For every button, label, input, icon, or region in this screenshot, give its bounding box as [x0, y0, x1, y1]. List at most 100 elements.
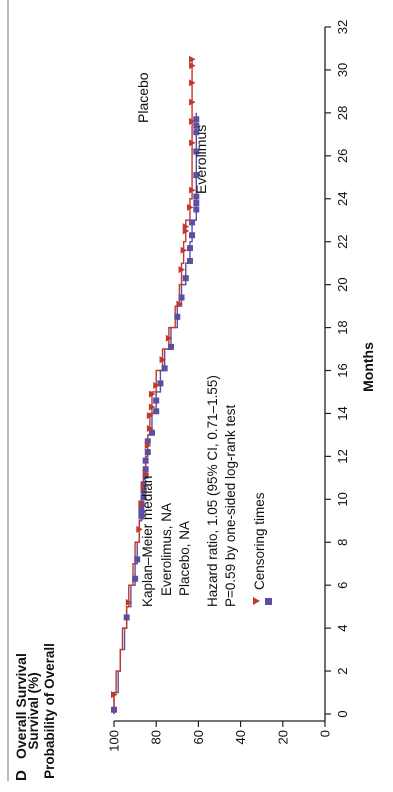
- x-tick-label: 24: [335, 192, 350, 206]
- censor-triangle-placebo: [189, 55, 196, 63]
- x-tick-label: 10: [335, 492, 350, 506]
- censor-triangle-placebo: [176, 300, 183, 308]
- censor-triangle-placebo: [144, 442, 152, 450]
- censor-triangle-placebo: [189, 98, 196, 106]
- legend-square-icon: [265, 598, 272, 605]
- y-tick-label: 0: [318, 730, 333, 737]
- y-tick-label: 80: [149, 730, 164, 744]
- censor-square-everolimus: [189, 219, 196, 226]
- censor-triangle-placebo: [186, 203, 194, 211]
- censor-triangle-placebo: [138, 500, 145, 508]
- censor-square-everolimus: [193, 122, 200, 129]
- censor-triangle-placebo: [182, 223, 190, 231]
- x-tick-label: 22: [335, 234, 350, 248]
- y-axis-label-line-1: Probability of Overall: [42, 643, 57, 779]
- censor-square-everolimus: [193, 206, 200, 213]
- censor-square-everolimus: [186, 258, 193, 265]
- censor-markers: [111, 55, 200, 713]
- annotation-hazard-ratio: Hazard ratio, 1.05 (95% CI, 0.71–1.55): [205, 375, 220, 607]
- x-tick-label: 28: [335, 106, 350, 120]
- censor-triangle-placebo: [180, 246, 188, 254]
- x-tick-label: 32: [335, 20, 350, 34]
- censor-triangle-placebo: [125, 598, 133, 606]
- censor-triangle-placebo: [148, 403, 156, 411]
- censor-square-everolimus: [193, 129, 200, 136]
- censor-square-everolimus: [144, 449, 151, 456]
- censor-square-everolimus: [193, 116, 200, 123]
- censor-square-everolimus: [142, 466, 149, 473]
- x-tick-label: 16: [335, 363, 350, 377]
- censor-square-everolimus: [123, 614, 130, 621]
- censor-triangle-placebo: [142, 470, 150, 478]
- censor-square-everolimus: [144, 438, 151, 445]
- annotation-median-placebo: Placebo, NA: [177, 521, 192, 596]
- censor-triangle-placebo: [140, 482, 148, 490]
- y-tick-label: 100: [107, 730, 122, 752]
- censor-triangle-placebo: [111, 691, 118, 699]
- panel-letter: D: [13, 770, 30, 781]
- censor-square-everolimus: [167, 343, 174, 350]
- x-tick-label: 30: [335, 63, 350, 77]
- censor-triangle-placebo: [165, 334, 173, 342]
- panel-title: Overall Survival: [13, 653, 29, 759]
- x-tick-label: 4: [335, 625, 350, 632]
- censor-triangle-placebo: [189, 79, 196, 87]
- censor-square-everolimus: [193, 193, 200, 200]
- censor-triangle-placebo: [148, 390, 156, 398]
- x-tick-label: 12: [335, 449, 350, 463]
- censor-triangle-placebo: [178, 266, 186, 274]
- x-tick-label: 20: [335, 277, 350, 291]
- censor-square-everolimus: [193, 148, 200, 155]
- censor-square-everolimus: [140, 494, 147, 501]
- censor-square-everolimus: [182, 275, 189, 282]
- censor-square-everolimus: [174, 313, 181, 320]
- censor-square-everolimus: [189, 232, 196, 239]
- censor-square-everolimus: [186, 245, 193, 252]
- y-tick-label: 20: [275, 730, 290, 744]
- x-tick-label: 0: [335, 710, 350, 717]
- x-axis-label: Months: [360, 342, 376, 392]
- censor-triangle-placebo: [189, 117, 196, 125]
- censor-square-everolimus: [193, 200, 200, 207]
- censor-square-everolimus: [132, 575, 139, 582]
- x-tick-label: 8: [335, 539, 350, 546]
- y-tick-label: 60: [191, 730, 206, 744]
- legend-censoring: Censoring times: [252, 492, 272, 605]
- censor-triangle-placebo: [146, 424, 154, 432]
- censor-square-everolimus: [161, 365, 168, 372]
- series-label-placebo: Placebo: [135, 72, 151, 123]
- censor-triangle-placebo: [146, 412, 154, 420]
- x-tick-label: 26: [335, 149, 350, 163]
- y-tick-label: 40: [233, 730, 248, 744]
- annotation-p-value: P=0.59 by one-sided log-rank test: [223, 405, 238, 607]
- censor-triangle-placebo: [136, 525, 143, 533]
- series-label-everolimus: Everolimus: [193, 125, 209, 194]
- annotation-censoring-label: Censoring times: [252, 492, 267, 590]
- x-tick-label: 18: [335, 320, 350, 334]
- censor-square-everolimus: [140, 487, 147, 494]
- censor-triangle-placebo: [159, 356, 167, 364]
- annotation-median-everolimus: Everolimus, NA: [159, 503, 174, 596]
- censor-triangle-placebo: [189, 139, 196, 147]
- y-axis-label-line-2: Survival (%): [26, 672, 41, 749]
- censor-square-everolimus: [193, 172, 200, 179]
- censor-square-everolimus: [111, 706, 117, 713]
- censor-square-everolimus: [142, 457, 149, 464]
- censor-triangle-placebo: [153, 382, 160, 390]
- censor-square-everolimus: [178, 294, 185, 301]
- x-tick-label: 6: [335, 582, 350, 589]
- censor-triangle-placebo: [189, 62, 196, 70]
- censor-square-everolimus: [134, 556, 141, 563]
- censor-square-everolimus: [153, 408, 160, 415]
- legend-triangle-icon: [253, 597, 260, 605]
- axes: 0246810121416182022242628303202040608010…: [107, 20, 351, 752]
- censor-square-everolimus: [148, 429, 155, 436]
- censor-square-everolimus: [157, 380, 164, 387]
- x-tick-label: 2: [335, 667, 350, 674]
- x-tick-label: 14: [335, 406, 350, 420]
- censor-triangle-placebo: [189, 186, 196, 194]
- censor-square-everolimus: [153, 397, 160, 404]
- annotation-median-heading: Kaplan–Meier median: [140, 476, 155, 607]
